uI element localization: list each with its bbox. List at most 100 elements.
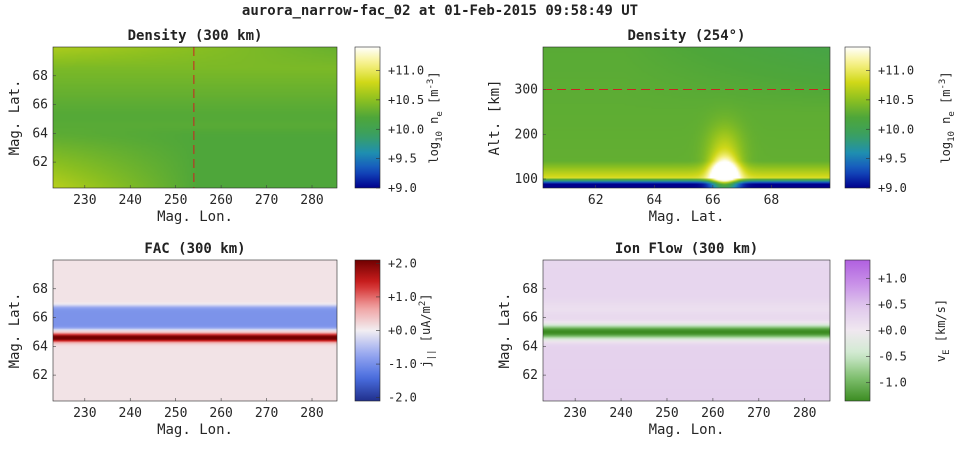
y-tick-label: 64 — [32, 126, 48, 141]
colorbar-label-label-unit: [m — [427, 89, 441, 111]
y-tick-label: 66 — [32, 311, 48, 326]
colorbar-tick-label: +0.0 — [878, 324, 907, 338]
x-tick-label: 260 — [209, 193, 232, 208]
colorbar-tick-label: +11.0 — [878, 64, 914, 78]
colorbar-tick-label: +9.0 — [388, 181, 417, 195]
colorbar-label-label-end: ] — [939, 71, 953, 78]
colorbar-label-label-end: ] — [427, 71, 441, 78]
colorbar-label-label-sup: -3 — [938, 79, 948, 90]
colorbar-label-label-main: log — [939, 142, 953, 164]
y-tick-label: 66 — [32, 98, 48, 113]
panel-density-300km: Density (300 km) 230 240 250 260 270 280 62 64 66… — [7, 28, 445, 225]
x-tick-label: 260 — [701, 406, 724, 421]
colorbar-label: log10 ne [m-3] — [938, 71, 957, 163]
y-axis-label: Mag. Lat. — [497, 293, 513, 369]
colorbar-frame — [354, 46, 381, 189]
y-tick-label: 64 — [522, 339, 538, 354]
panel-density-254deg: Density (254°) 62 64 66 68 100 200 300 Mag. Lat.… — [487, 28, 957, 225]
panel-fac-300km: FAC (300 km) 230 240 250 260 270 280 62 64 66 68 Ma… — [7, 241, 437, 438]
colorbar-label-label-end: ] — [419, 293, 433, 300]
colorbar-label-label-mid: n — [939, 117, 953, 131]
colorbar-tick-label: -2.0 — [388, 391, 417, 405]
colorbar-label: log10 ne [m-3] — [426, 71, 445, 163]
colorbar-label-label-sub: 10 — [435, 131, 445, 142]
x-tick-label: 250 — [164, 193, 187, 208]
colorbar-label-label-main: log — [427, 142, 441, 164]
colorbar-tick-label: +10.5 — [878, 93, 914, 107]
colorbar — [845, 47, 870, 188]
panels: Density (300 km) 230 240 250 260 270 280 62 64 66… — [7, 28, 957, 438]
colorbar-label-label-sup: -3 — [426, 79, 436, 90]
colorbar-tick-label: +11.0 — [388, 64, 424, 78]
colorbar-label-label-sub: 10 — [947, 131, 957, 142]
panel-ion-flow-300km: Ion Flow (300 km) 230 240 250 260 270 280 62 64 6… — [497, 241, 952, 438]
y-tick-label: 300 — [515, 83, 538, 98]
x-tick-label: 240 — [609, 406, 632, 421]
x-tick-label: 280 — [793, 406, 816, 421]
x-tick-label: 68 — [764, 193, 780, 208]
colorbar-label-label-main: j — [419, 360, 433, 367]
axes-frame — [52, 46, 338, 189]
axes-frame — [52, 259, 338, 402]
heatmap-image — [53, 260, 337, 401]
colorbar-tick-label: +1.0 — [878, 271, 907, 285]
y-axis-label: Mag. Lat. — [7, 293, 23, 369]
y-tick-label: 62 — [32, 368, 48, 383]
colorbar-label: vE [km/s] — [934, 299, 952, 362]
x-axis-label: Mag. Lon. — [649, 422, 725, 438]
x-axis-label: Mag. Lon. — [157, 422, 233, 438]
x-tick-label: 230 — [73, 193, 96, 208]
colorbar-tick-label: -1.0 — [878, 376, 907, 390]
y-tick-label: 66 — [522, 311, 538, 326]
heatmap-image — [543, 47, 830, 188]
colorbar-tick-label: +10.5 — [388, 93, 424, 107]
colorbar-label-label-sup: 2 — [418, 301, 428, 306]
colorbar-tick-label: -1.0 — [388, 357, 417, 371]
x-tick-label: 270 — [747, 406, 770, 421]
y-tick-label: 68 — [522, 282, 538, 297]
x-tick-label: 270 — [255, 406, 278, 421]
panel-title: Density (254°) — [627, 28, 745, 44]
x-tick-label: 240 — [119, 193, 142, 208]
colorbar-label-label-mid: n — [427, 117, 441, 131]
colorbar-label-label-sub2: e — [435, 111, 445, 116]
panel-title: FAC (300 km) — [144, 241, 245, 257]
x-tick-label: 260 — [209, 406, 232, 421]
figure-title: aurora_narrow-fac_02 at 01-Feb-2015 09:5… — [242, 3, 638, 19]
y-tick-label: 64 — [32, 339, 48, 354]
y-tick-label: 100 — [515, 172, 538, 187]
colorbar-label-label-sub2: e — [947, 111, 957, 116]
y-axis-label: Alt. [km] — [487, 80, 503, 156]
colorbar-label-label-sub: || — [427, 349, 437, 360]
x-tick-label: 280 — [300, 406, 323, 421]
colorbar-tick-label: +9.0 — [878, 181, 907, 195]
colorbar-label-label-unit: [km/s] — [934, 299, 948, 350]
x-tick-label: 230 — [73, 406, 96, 421]
y-axis-label: Mag. Lat. — [7, 80, 23, 156]
x-tick-label: 250 — [655, 406, 678, 421]
axes-frame — [542, 259, 831, 402]
y-tick-label: 62 — [522, 368, 538, 383]
colorbar-label-label-main: v — [934, 355, 948, 362]
x-tick-label: 240 — [119, 406, 142, 421]
colorbar — [355, 260, 380, 401]
panel-title: Ion Flow (300 km) — [615, 241, 758, 257]
colorbar-label-label-unit: [m — [939, 89, 953, 111]
colorbar-tick-label: +0.5 — [878, 297, 907, 311]
x-tick-label: 62 — [588, 193, 604, 208]
x-tick-label: 250 — [164, 406, 187, 421]
x-tick-label: 230 — [563, 406, 586, 421]
panel-title: Density (300 km) — [128, 28, 263, 44]
x-tick-label: 270 — [255, 193, 278, 208]
colorbar-tick-label: +9.5 — [878, 152, 907, 166]
y-tick-label: 200 — [515, 127, 538, 142]
y-tick-label: 62 — [32, 155, 48, 170]
colorbar-tick-label: +10.0 — [878, 122, 914, 136]
x-tick-label: 64 — [646, 193, 662, 208]
heatmap-image — [53, 47, 337, 188]
colorbar-label: j|| [uA/m2] — [418, 293, 437, 367]
x-tick-label: 280 — [300, 193, 323, 208]
y-tick-label: 68 — [32, 69, 48, 84]
colorbar-tick-label: +2.0 — [388, 256, 417, 270]
